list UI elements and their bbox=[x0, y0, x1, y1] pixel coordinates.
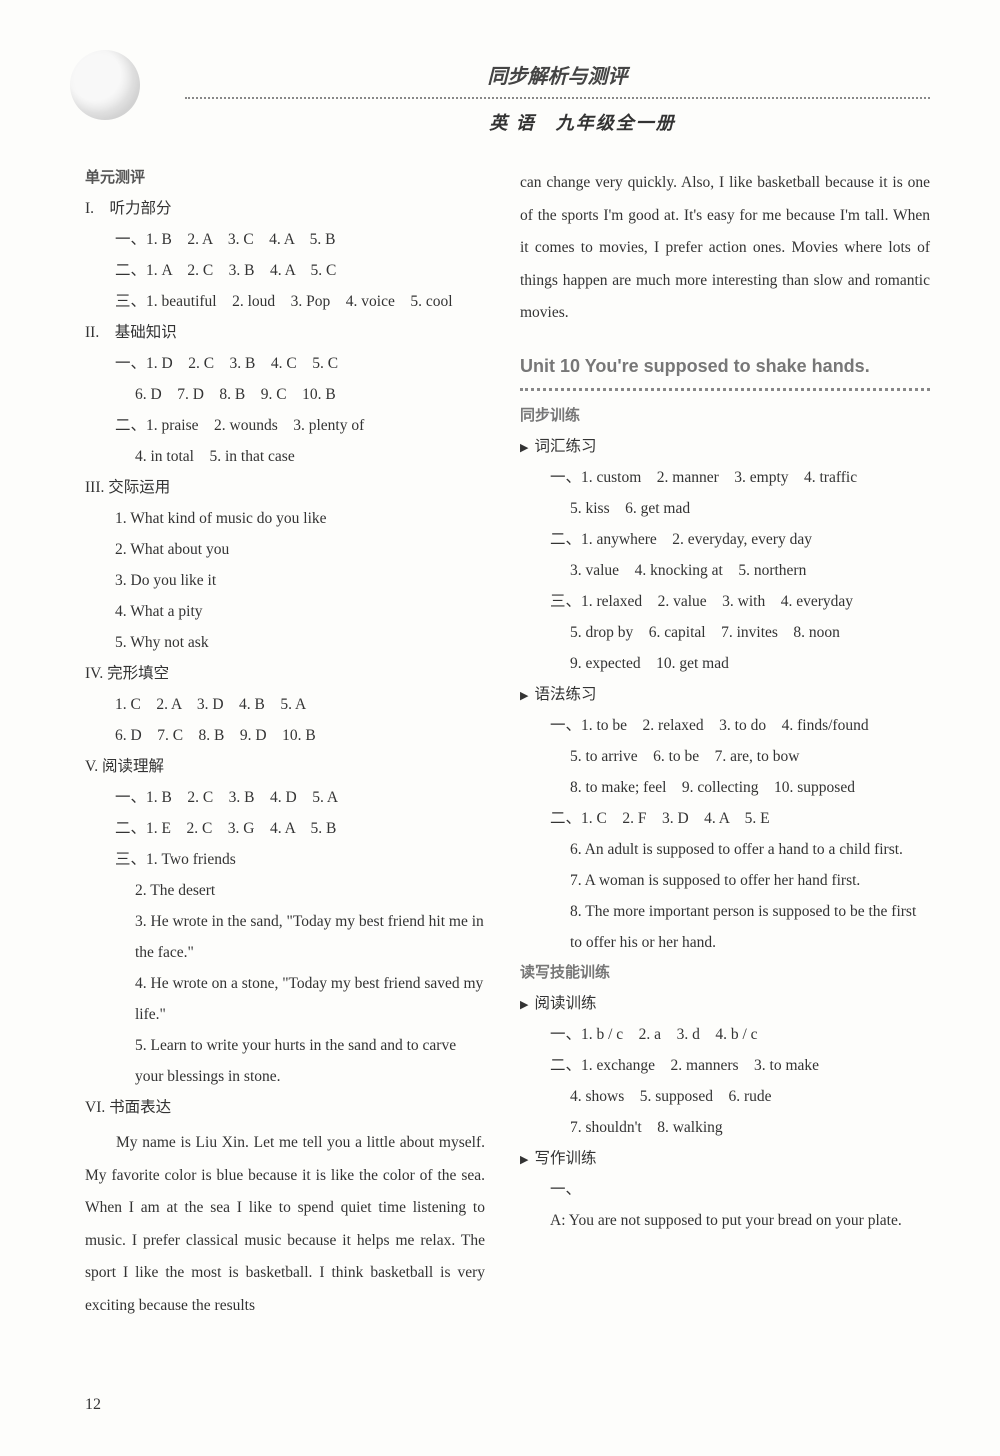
section-3-label: III. 交际运用 bbox=[85, 472, 485, 503]
answer-row: 3. value 4. knocking at 5. northern bbox=[520, 555, 930, 586]
section-4-label: IV. 完形填空 bbox=[85, 658, 485, 689]
answer-row: 8. The more important person is supposed… bbox=[520, 896, 930, 958]
answer-row: 4. shows 5. supposed 6. rude bbox=[520, 1081, 930, 1112]
answer-row: 一、1. b / c 2. a 3. d 4. b / c bbox=[520, 1019, 930, 1050]
answer-row: 二、1. exchange 2. manners 3. to make bbox=[520, 1050, 930, 1081]
answer-row: 6. D 7. C 8. B 9. D 10. B bbox=[85, 720, 485, 751]
answer-row: 8. to make; feel 9. collecting 10. suppo… bbox=[520, 772, 930, 803]
answer-row: 3. Do you like it bbox=[85, 565, 485, 596]
answer-row: 2. What about you bbox=[85, 534, 485, 565]
answer-row: 二、1. E 2. C 3. G 4. A 5. B bbox=[85, 813, 485, 844]
essay-right: can change very quickly. Also, I like ba… bbox=[520, 167, 930, 330]
answer-row: 二、1. anywhere 2. everyday, every day bbox=[520, 524, 930, 555]
rw-training-label: 读写技能训练 bbox=[520, 958, 930, 988]
section-1-label: I. 听力部分 bbox=[85, 193, 485, 224]
answer-row: 5. Learn to write your hurts in the sand… bbox=[85, 1030, 485, 1092]
writing-heading: 写作训练 bbox=[520, 1143, 930, 1174]
answer-row: 5. Why not ask bbox=[85, 627, 485, 658]
page: 同步解析与测评 英 语 九年级全一册 单元测评 I. 听力部分 一、1. B 2… bbox=[0, 0, 1000, 1456]
answer-row: 5. to arrive 6. to be 7. are, to bow bbox=[520, 741, 930, 772]
section-2-label: II. 基础知识 bbox=[85, 317, 485, 348]
answer-row: 一、1. B 2. A 3. C 4. A 5. B bbox=[85, 224, 485, 255]
vocab-heading: 词汇练习 bbox=[520, 431, 930, 462]
answer-row: 一、 bbox=[520, 1174, 930, 1205]
sync-training-label: 同步训练 bbox=[520, 401, 930, 431]
unit-eval-heading: 单元测评 bbox=[85, 163, 485, 193]
answer-row: A: You are not supposed to put your brea… bbox=[520, 1205, 930, 1236]
answer-row: 二、1. praise 2. wounds 3. plenty of bbox=[85, 410, 485, 441]
answer-row: 3. He wrote in the sand, "Today my best … bbox=[85, 906, 485, 968]
right-column: can change very quickly. Also, I like ba… bbox=[520, 163, 930, 1322]
answer-row: 一、1. D 2. C 3. B 4. C 5. C bbox=[85, 348, 485, 379]
answer-row: 5. drop by 6. capital 7. invites 8. noon bbox=[520, 617, 930, 648]
page-number: 12 bbox=[85, 1396, 101, 1414]
answer-row: 2. The desert bbox=[85, 875, 485, 906]
section-6-label: VI. 书面表达 bbox=[85, 1092, 485, 1123]
answer-row: 三、1. relaxed 2. value 3. with 4. everyda… bbox=[520, 586, 930, 617]
unit-10-title: Unit 10 You're supposed to shake hands. bbox=[520, 348, 930, 384]
answer-row: 一、1. custom 2. manner 3. empty 4. traffi… bbox=[520, 462, 930, 493]
answer-row: 三、1. beautiful 2. loud 3. Pop 4. voice 5… bbox=[85, 286, 485, 317]
answer-row: 9. expected 10. get mad bbox=[520, 648, 930, 679]
left-column: 单元测评 I. 听力部分 一、1. B 2. A 3. C 4. A 5. B … bbox=[85, 163, 485, 1322]
answer-row: 1. C 2. A 3. D 4. B 5. A bbox=[85, 689, 485, 720]
answer-row: 4. What a pity bbox=[85, 596, 485, 627]
answer-row: 1. What kind of music do you like bbox=[85, 503, 485, 534]
answer-row: 二、1. C 2. F 3. D 4. A 5. E bbox=[520, 803, 930, 834]
answer-row: 6. D 7. D 8. B 9. C 10. B bbox=[85, 379, 485, 410]
answer-row: 二、1. A 2. C 3. B 4. A 5. C bbox=[85, 255, 485, 286]
grammar-heading: 语法练习 bbox=[520, 679, 930, 710]
essay-left: My name is Liu Xin. Let me tell you a li… bbox=[85, 1127, 485, 1322]
answer-row: 一、1. to be 2. relaxed 3. to do 4. finds/… bbox=[520, 710, 930, 741]
answer-row: 三、1. Two friends bbox=[85, 844, 485, 875]
answer-row: 6. An adult is supposed to offer a hand … bbox=[520, 834, 930, 865]
essay-text: My name is Liu Xin. Let me tell you a li… bbox=[85, 1127, 485, 1322]
answer-row: 7. A woman is supposed to offer her hand… bbox=[520, 865, 930, 896]
answer-row: 4. He wrote on a stone, "Today my best f… bbox=[85, 968, 485, 1030]
book-subtitle: 英 语 九年级全一册 bbox=[235, 109, 930, 135]
header-divider bbox=[185, 97, 930, 99]
section-5-label: V. 阅读理解 bbox=[85, 751, 485, 782]
answer-row: 5. kiss 6. get mad bbox=[520, 493, 930, 524]
reading-heading: 阅读训练 bbox=[520, 988, 930, 1019]
answer-row: 4. in total 5. in that case bbox=[85, 441, 485, 472]
answer-row: 一、1. B 2. C 3. B 4. D 5. A bbox=[85, 782, 485, 813]
book-title: 同步解析与测评 bbox=[185, 60, 930, 89]
page-header: 同步解析与测评 英 语 九年级全一册 bbox=[85, 60, 930, 135]
answer-row: 7. shouldn't 8. walking bbox=[520, 1112, 930, 1143]
unit-divider bbox=[520, 388, 930, 391]
content-columns: 单元测评 I. 听力部分 一、1. B 2. A 3. C 4. A 5. B … bbox=[85, 163, 930, 1322]
essay-cont-text: can change very quickly. Also, I like ba… bbox=[520, 174, 930, 321]
moon-icon bbox=[70, 50, 140, 120]
